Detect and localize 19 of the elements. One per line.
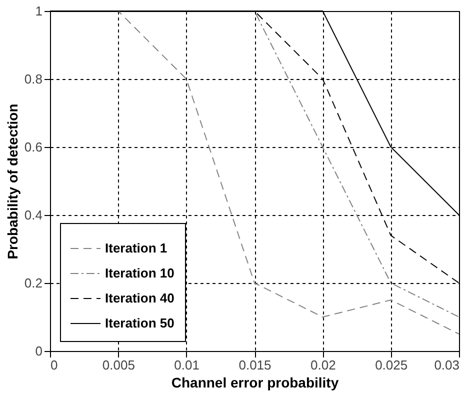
y-axis-title: Probability of detection: [4, 104, 20, 260]
x-tick-label: 0.025: [375, 358, 408, 372]
x-tick-label: 0: [50, 358, 58, 372]
x-tick-label: 0.015: [238, 358, 272, 372]
y-tick-label: 0.8: [24, 72, 42, 86]
x-tick-label: 0.01: [174, 358, 200, 372]
y-tick-label: 0: [35, 344, 42, 358]
legend-label: Iteration 40: [105, 290, 174, 306]
y-tick-label: 1: [35, 4, 42, 18]
x-tick-label: 0.03: [434, 358, 460, 372]
legend-label: Iteration 50: [105, 316, 174, 330]
x-tick-label: 0.02: [310, 358, 336, 372]
x-tick-label: 0.005: [102, 358, 135, 372]
legend-label: Iteration 1: [105, 240, 168, 256]
x-axis-title: Channel error probability: [171, 374, 339, 390]
y-tick-label: 0.6: [24, 140, 42, 154]
legend-label: Iteration 10: [105, 266, 174, 280]
y-tick-label: 0.4: [24, 208, 42, 222]
y-tick-label: 0.2: [24, 276, 42, 290]
